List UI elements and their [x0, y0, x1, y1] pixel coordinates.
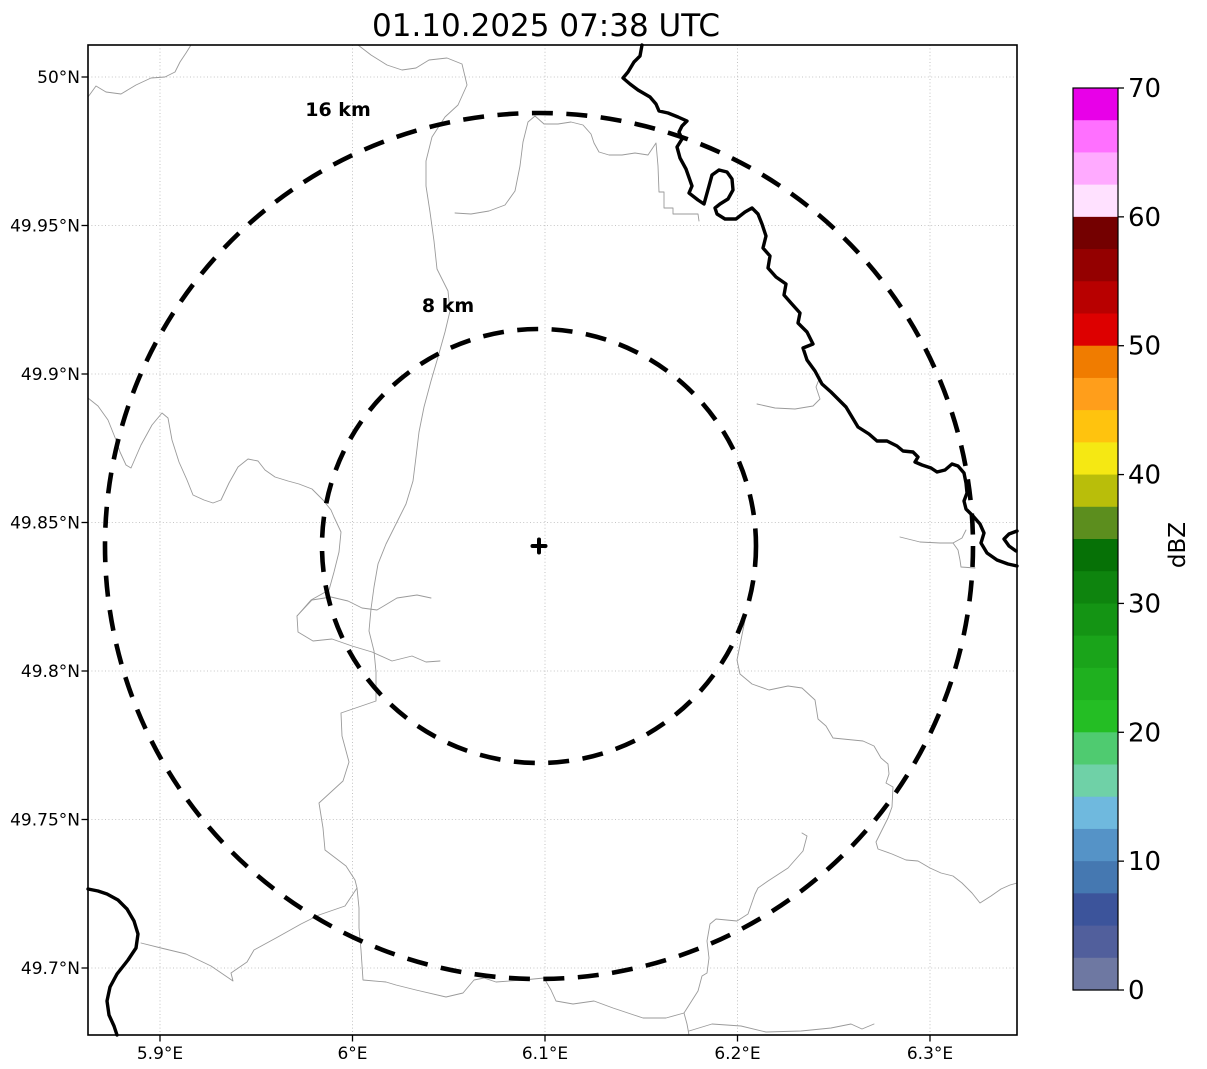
radar-location-marker [530, 537, 548, 555]
colorbar-cell [1073, 667, 1118, 701]
colorbar [1073, 88, 1118, 991]
colorbar-tick-label: 10 [1128, 847, 1161, 877]
colorbar-cell [1073, 796, 1118, 830]
y-tick-label: 50°N [37, 68, 80, 88]
radar-range-rings: 16 km 8 km [102, 99, 976, 982]
colorbar-tick-label: 20 [1128, 718, 1161, 748]
colorbar-cell [1073, 732, 1118, 766]
axis-tick-marks [81, 76, 931, 1042]
x-tick-label: 6.3°E [907, 1044, 953, 1064]
y-tick-label: 49.8°N [21, 662, 80, 682]
colorbar-cell [1073, 120, 1118, 154]
colorbar-tick-label: 40 [1128, 461, 1161, 491]
colorbar-tick-label: 0 [1128, 976, 1145, 1006]
colorbar-cell [1073, 764, 1118, 798]
colorbar-frame [1072, 87, 1119, 991]
colorbar-tick-labels: 0 10 20 30 40 50 60 70 [1128, 74, 1161, 1006]
colorbar-tick-label: 50 [1128, 332, 1161, 362]
colorbar-cell [1073, 506, 1118, 540]
x-tick-label: 6.1°E [522, 1044, 568, 1064]
colorbar-axis-label: dBZ [1165, 522, 1191, 568]
colorbar-cell [1073, 313, 1118, 347]
x-tick-label: 6.2°E [714, 1044, 760, 1064]
colorbar-cell [1073, 281, 1118, 315]
range-ring-16km [102, 110, 976, 982]
y-tick-label: 49.7°N [21, 959, 80, 979]
colorbar-cell [1073, 893, 1118, 927]
colorbar-cell [1073, 861, 1118, 894]
colorbar-cell [1073, 216, 1118, 250]
colorbar-cell [1073, 539, 1118, 572]
range-ring-16km-label: 16 km [305, 99, 371, 121]
x-axis-tick-labels: 5.9°E 6°E 6.1°E 6.2°E 6.3°E [137, 1044, 953, 1064]
admin-boundary-lines [87, 44, 1018, 1036]
colorbar-tick-label: 30 [1128, 589, 1161, 619]
range-ring-8km-label: 8 km [422, 295, 474, 317]
colorbar-cell [1073, 603, 1118, 637]
colorbar-cell [1073, 700, 1118, 733]
y-axis-tick-labels: 50°N 49.95°N 49.9°N 49.85°N 49.8°N 49.75… [10, 68, 80, 979]
colorbar-cell [1073, 184, 1118, 218]
colorbar-tick-label: 70 [1128, 74, 1161, 104]
colorbar-cell [1073, 249, 1118, 282]
colorbar-cell [1073, 635, 1118, 669]
y-tick-label: 49.9°N [21, 365, 80, 385]
colorbar-cell [1073, 377, 1118, 411]
x-tick-label: 5.9°E [137, 1044, 183, 1064]
plot-title: 01.10.2025 07:38 UTC [372, 8, 720, 44]
colorbar-cell [1073, 957, 1118, 991]
y-tick-label: 49.75°N [10, 811, 80, 831]
colorbar-cell [1073, 88, 1118, 121]
colorbar-cell [1073, 571, 1118, 605]
country-border-line [86, 43, 1019, 1037]
y-tick-label: 49.95°N [10, 217, 80, 237]
colorbar-cell [1073, 925, 1118, 959]
y-tick-label: 49.85°N [10, 514, 80, 534]
colorbar-cell [1073, 152, 1118, 186]
colorbar-cell [1073, 410, 1118, 443]
colorbar-cell [1073, 474, 1118, 508]
colorbar-cell [1073, 345, 1118, 379]
lat-lon-gridlines [88, 45, 1017, 1035]
map-plot-frame [87, 44, 1018, 1036]
range-ring-8km [319, 326, 759, 766]
colorbar-cell [1073, 828, 1118, 862]
colorbar-tick-marks [1118, 87, 1124, 991]
colorbar-tick-label: 60 [1128, 203, 1161, 233]
colorbar-cell [1073, 442, 1118, 476]
x-tick-label: 6°E [337, 1044, 367, 1064]
